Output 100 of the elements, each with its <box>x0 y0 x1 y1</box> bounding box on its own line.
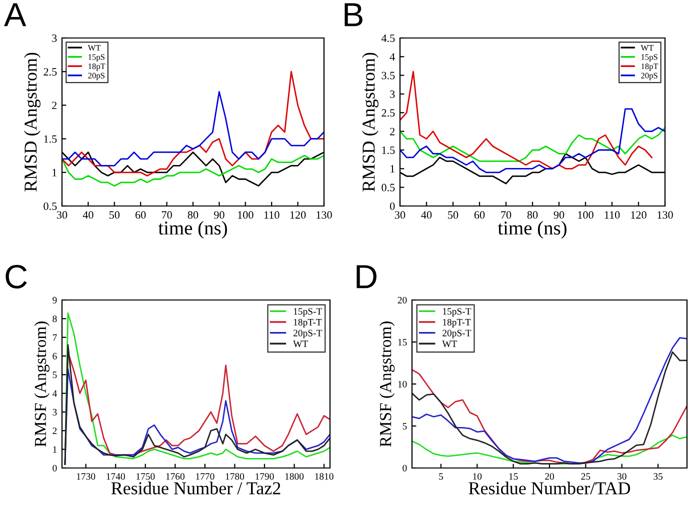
legend-label: 15pS <box>88 54 104 62</box>
legend-label: 20pS-T <box>442 330 472 338</box>
x-axis-title: time (ns) <box>158 220 227 239</box>
y-tick-label: 0 <box>402 464 407 472</box>
y-tick-label: 2.5 <box>382 109 395 117</box>
legend-label: 18pT-T <box>294 318 322 328</box>
legend-label: 20pS <box>88 72 104 80</box>
y-tick-label: 0.5 <box>382 184 395 192</box>
legend-label: 15pS <box>641 54 658 62</box>
y-tick-label: 9 <box>52 296 57 304</box>
legend-label: 18pT <box>641 64 658 71</box>
x-tick-label: 70 <box>501 211 512 219</box>
x-tick-label: 120 <box>631 211 646 219</box>
x-tick-label: 15 <box>509 473 518 480</box>
y-tick-label: 0 <box>390 202 395 210</box>
x-tick-label: 5 <box>439 473 443 480</box>
x-tick-label: 35 <box>654 473 663 480</box>
x-tick-label: 80 <box>188 211 198 219</box>
x-tick-label: 1760 <box>166 473 185 480</box>
legend-label: WT <box>640 45 654 51</box>
line-series <box>400 126 665 162</box>
x-tick-label: 100 <box>238 211 254 219</box>
chart-title: B <box>344 3 362 26</box>
y-axis-title: RMSF (Angstrom) <box>34 322 50 447</box>
y-tick-label: 2 <box>52 102 57 110</box>
y-tick-label: 15 <box>398 338 407 346</box>
y-tick-label: 4 <box>390 53 395 61</box>
line-series <box>62 91 324 166</box>
x-tick-label: 25 <box>581 473 590 480</box>
chart-title: D <box>356 265 376 288</box>
y-axis-title: RMSD (Angstrom) <box>362 52 378 192</box>
y-tick-label: 1 <box>52 168 56 176</box>
x-tick-label: 40 <box>421 211 432 219</box>
legend-label: WT <box>293 340 308 348</box>
y-axis-title: RMSD (Angstrom) <box>24 52 40 192</box>
legend-label: 20pS <box>641 72 658 80</box>
y-tick-label: 1.5 <box>382 146 395 154</box>
legend-label: 18pT-T <box>442 318 471 328</box>
x-tick-label: 60 <box>136 211 146 219</box>
x-tick-label: 1730 <box>76 473 96 480</box>
x-axis-title: Residue Number/TAD <box>468 482 630 494</box>
chart-title: C <box>6 264 27 288</box>
x-tick-label: 80 <box>527 211 538 219</box>
x-tick-label: 1810 <box>315 473 334 480</box>
y-tick-label: 3 <box>52 408 57 416</box>
x-tick-label: 90 <box>554 211 564 219</box>
y-tick-label: 3 <box>390 90 395 98</box>
x-tick-label: 100 <box>578 211 594 219</box>
y-tick-label: 7 <box>52 334 57 341</box>
legend-label: 15pS-T <box>442 308 472 317</box>
x-tick-label: 110 <box>604 211 620 219</box>
y-tick-label: 0 <box>52 464 57 472</box>
y-axis-title: RMSF (Angstrom) <box>379 322 395 447</box>
x-axis-title: Residue Number / Taz2 <box>111 482 280 494</box>
y-tick-label: 1 <box>53 446 57 453</box>
x-tick-label: 1750 <box>136 473 155 480</box>
x-axis-title: time (ns) <box>498 220 566 239</box>
x-tick-label: 40 <box>82 211 94 219</box>
x-tick-label: 50 <box>448 211 458 219</box>
x-tick-label: 60 <box>474 211 485 219</box>
y-tick-label: 6 <box>52 352 57 360</box>
legend-label: 18pT <box>88 64 106 71</box>
x-tick-label: 70 <box>162 211 172 219</box>
x-tick-label: 30 <box>617 473 626 480</box>
x-tick-label: 120 <box>290 211 306 219</box>
y-tick-label: 4 <box>52 390 57 397</box>
x-tick-label: 20 <box>545 473 554 480</box>
chart-title: A <box>4 3 26 26</box>
y-tick-label: 1 <box>390 165 394 173</box>
x-tick-label: 130 <box>658 211 673 219</box>
y-tick-label: 2 <box>390 128 395 136</box>
y-tick-label: 3 <box>52 34 57 42</box>
x-tick-label: 1770 <box>196 473 214 480</box>
y-tick-label: 4.5 <box>381 34 395 42</box>
x-tick-label: 50 <box>109 211 120 219</box>
legend-label: WT <box>442 340 458 348</box>
y-tick-label: 5 <box>52 372 57 378</box>
x-tick-label: 1790 <box>256 473 274 480</box>
y-tick-label: 5 <box>402 423 407 430</box>
x-tick-label: 90 <box>214 211 224 219</box>
y-tick-label: 2 <box>52 428 57 434</box>
y-tick-label: 1.5 <box>44 135 57 143</box>
x-tick-label: 1800 <box>285 473 304 480</box>
x-tick-label: 30 <box>56 211 68 219</box>
x-tick-label: 30 <box>394 211 406 219</box>
legend-label: WT <box>88 45 101 51</box>
x-tick-label: 10 <box>473 473 482 480</box>
y-tick-label: 3.5 <box>382 72 395 80</box>
y-tick-label: 20 <box>398 296 407 304</box>
y-tick-label: 8 <box>52 316 57 322</box>
y-tick-label: 10 <box>398 380 407 388</box>
x-tick-label: 110 <box>264 211 280 219</box>
y-tick-label: 0.5 <box>44 202 57 210</box>
x-tick-label: 1740 <box>106 473 125 480</box>
line-series <box>400 108 665 174</box>
legend-label: 15pS-T <box>294 308 322 317</box>
line-series <box>62 70 324 176</box>
x-tick-label: 1780 <box>226 473 244 480</box>
x-tick-label: 130 <box>316 211 332 219</box>
legend-label: 20pS-T <box>293 330 322 338</box>
